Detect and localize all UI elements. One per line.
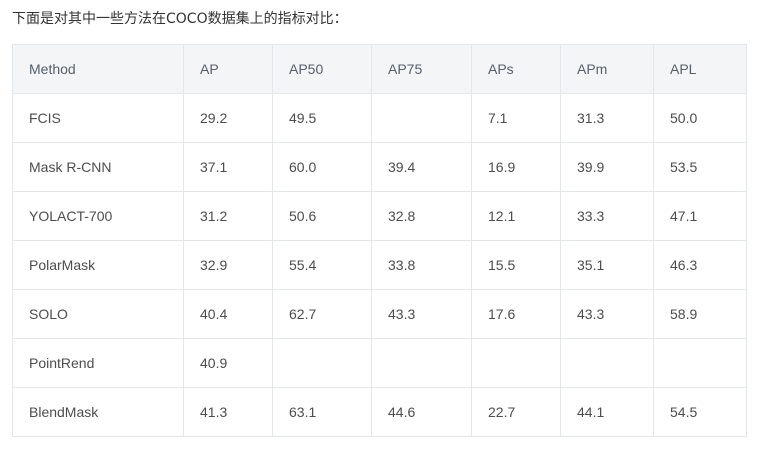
table-row: PointRend 40.9 (12, 338, 747, 388)
cell-method: PointRend (12, 338, 184, 388)
cell-ap75 (371, 338, 472, 388)
header-cell-aps: APs (471, 44, 561, 94)
header-cell-method: Method (12, 44, 184, 94)
cell-method: SOLO (12, 289, 184, 339)
cell-ap75: 32.8 (371, 191, 472, 241)
metrics-table: Method AP AP50 AP75 APs APm APL FCIS 29.… (12, 44, 747, 437)
table-row: YOLACT-700 31.2 50.6 32.8 12.1 33.3 47.1 (12, 191, 747, 241)
cell-ap50: 62.7 (272, 289, 372, 339)
header-cell-apl: APL (653, 44, 747, 94)
header-row: Method AP AP50 AP75 APs APm APL (12, 44, 747, 94)
cell-aps: 22.7 (471, 387, 561, 437)
cell-ap: 40.4 (183, 289, 273, 339)
header-cell-ap: AP (183, 44, 273, 94)
cell-apl: 58.9 (653, 289, 747, 339)
cell-ap75: 43.3 (371, 289, 472, 339)
header-cell-ap75: AP75 (371, 44, 472, 94)
cell-ap50: 55.4 (272, 240, 372, 290)
cell-method: PolarMask (12, 240, 184, 290)
cell-ap50: 50.6 (272, 191, 372, 241)
table-row: PolarMask 32.9 55.4 33.8 15.5 35.1 46.3 (12, 240, 747, 290)
cell-ap75 (371, 93, 472, 143)
header-cell-ap50: AP50 (272, 44, 372, 94)
cell-method: FCIS (12, 93, 184, 143)
cell-ap50 (272, 338, 372, 388)
cell-ap: 31.2 (183, 191, 273, 241)
cell-apl: 54.5 (653, 387, 747, 437)
table-row: FCIS 29.2 49.5 7.1 31.3 50.0 (12, 93, 747, 143)
cell-aps (471, 338, 561, 388)
table-row: SOLO 40.4 62.7 43.3 17.6 43.3 58.9 (12, 289, 747, 339)
cell-apm: 43.3 (560, 289, 654, 339)
cell-apl (653, 338, 747, 388)
cell-apm: 39.9 (560, 142, 654, 192)
table-row: BlendMask 41.3 63.1 44.6 22.7 44.1 54.5 (12, 387, 747, 437)
cell-apm: 33.3 (560, 191, 654, 241)
cell-apl: 47.1 (653, 191, 747, 241)
cell-aps: 17.6 (471, 289, 561, 339)
cell-apl: 46.3 (653, 240, 747, 290)
intro-text: 下面是对其中一些方法在COCO数据集上的指标对比： (12, 11, 348, 27)
cell-apl: 53.5 (653, 142, 747, 192)
cell-aps: 12.1 (471, 191, 561, 241)
cell-method: BlendMask (12, 387, 184, 437)
cell-ap: 41.3 (183, 387, 273, 437)
cell-ap: 29.2 (183, 93, 273, 143)
table-header: Method AP AP50 AP75 APs APm APL (12, 44, 747, 94)
cell-ap50: 49.5 (272, 93, 372, 143)
cell-ap50: 63.1 (272, 387, 372, 437)
cell-apl: 50.0 (653, 93, 747, 143)
cell-aps: 15.5 (471, 240, 561, 290)
cell-method: YOLACT-700 (12, 191, 184, 241)
table-row: Mask R-CNN 37.1 60.0 39.4 16.9 39.9 53.5 (12, 142, 747, 192)
cell-apm (560, 338, 654, 388)
cell-ap: 32.9 (183, 240, 273, 290)
cell-ap75: 44.6 (371, 387, 472, 437)
cell-method: Mask R-CNN (12, 142, 184, 192)
cell-ap: 40.9 (183, 338, 273, 388)
cell-aps: 7.1 (471, 93, 561, 143)
header-cell-apm: APm (560, 44, 654, 94)
table-body: FCIS 29.2 49.5 7.1 31.3 50.0 Mask R-CNN … (12, 93, 747, 437)
cell-ap75: 39.4 (371, 142, 472, 192)
cell-apm: 35.1 (560, 240, 654, 290)
cell-ap: 37.1 (183, 142, 273, 192)
cell-ap75: 33.8 (371, 240, 472, 290)
cell-apm: 44.1 (560, 387, 654, 437)
cell-aps: 16.9 (471, 142, 561, 192)
cell-ap50: 60.0 (272, 142, 372, 192)
cell-apm: 31.3 (560, 93, 654, 143)
